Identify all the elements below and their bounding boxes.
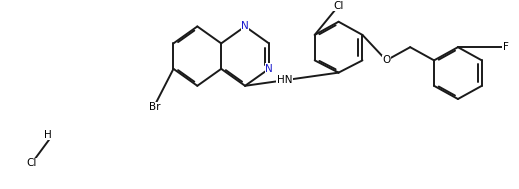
Text: Cl: Cl <box>333 1 344 11</box>
Text: O: O <box>382 55 390 65</box>
Text: Cl: Cl <box>26 158 36 168</box>
Text: F: F <box>503 42 509 52</box>
Text: HN: HN <box>277 75 292 85</box>
Text: N: N <box>241 21 249 31</box>
Text: N: N <box>265 64 273 74</box>
Text: Br: Br <box>149 102 160 112</box>
Text: H: H <box>44 130 52 140</box>
